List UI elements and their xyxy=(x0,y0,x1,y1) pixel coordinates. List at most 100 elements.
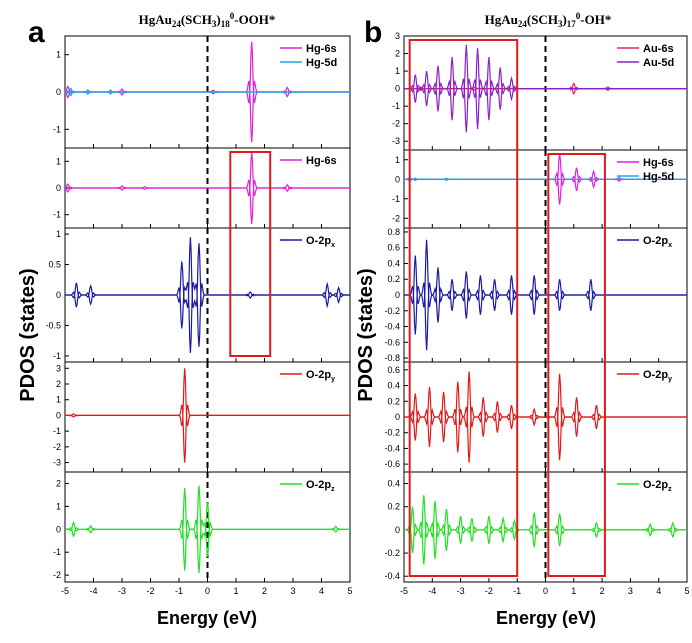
y-tick-label: 1 xyxy=(56,50,61,60)
subplot-2: -1 0 1 Hg-6s xyxy=(53,147,351,229)
y-tick-label: 0 xyxy=(56,87,61,97)
y-tick-label: 0 xyxy=(395,84,400,94)
y-tick-label: 0.4 xyxy=(387,381,400,391)
x-tick-label: -1 xyxy=(175,586,183,596)
y-tick-label: 0 xyxy=(56,410,61,420)
title-a: HgAu24(SCH3)180-OOH* xyxy=(139,11,276,29)
series-line-o-2p-down xyxy=(404,406,687,463)
y-tick-label: -0.5 xyxy=(45,320,61,330)
y-tick-label: 0.8 xyxy=(387,227,400,237)
y-tick-label: 0.6 xyxy=(387,243,400,253)
y-tick-label: 1 xyxy=(56,229,61,239)
legend-label: Hg-6s xyxy=(306,155,337,167)
x-tick-label: 1 xyxy=(233,586,238,596)
series-line-o-2p-down xyxy=(404,282,687,351)
y-tick-label: 3 xyxy=(56,363,61,373)
x-tick-label: 3 xyxy=(628,586,633,596)
y-tick-label: 2 xyxy=(56,478,61,488)
x-tick-label: 4 xyxy=(319,586,324,596)
subplot-1: -3 -2 -1 0 1 2 3 Au-6s Au-5d xyxy=(392,31,688,151)
x-tick-label: -4 xyxy=(428,586,436,596)
x-tick-label: 5 xyxy=(684,586,689,596)
chart-b: -3 -2 -1 0 1 2 3 Au-6s Au-5d -2 -1 0 1 Hg-6s Hg-5d -0.8… xyxy=(384,31,689,596)
series-line-o-2p-down xyxy=(65,519,350,573)
x-tick-label: 0 xyxy=(543,586,548,596)
y-tick-label: 0.4 xyxy=(387,258,400,268)
y-tick-label: -0.4 xyxy=(384,443,400,453)
y-tick-label: -0.6 xyxy=(384,337,400,347)
legend-label: O-2pz xyxy=(643,479,672,493)
legend-label: Hg-6s xyxy=(643,157,674,169)
y-tick-label: -1 xyxy=(53,426,61,436)
legend-label: O-2px xyxy=(643,235,672,249)
y-tick-label: -0.2 xyxy=(384,548,400,558)
y-tick-label: 1 xyxy=(56,156,61,166)
y-tick-label: 1 xyxy=(56,501,61,511)
series-line-hg-6s-down xyxy=(64,179,350,225)
series-line-hg-5d-down xyxy=(404,178,687,182)
series-line-o-2p-down xyxy=(65,404,350,463)
subplot-4: -3 -2 -1 0 1 2 3 O-2py xyxy=(53,361,351,473)
y-tick-label: -3 xyxy=(53,458,61,468)
x-tick-label: -5 xyxy=(400,586,408,596)
subplot-1: -1 0 1 Hg-6s Hg-5d xyxy=(53,35,351,149)
y-tick-label: -0.4 xyxy=(384,322,400,332)
y-tick-label: -0.4 xyxy=(384,571,400,581)
y-tick-label: 0.5 xyxy=(48,260,61,270)
highlight-box-left xyxy=(408,39,519,577)
x-tick-label: 5 xyxy=(347,586,352,596)
y-tick-label: 0 xyxy=(395,525,400,535)
y-tick-label: 3 xyxy=(395,31,400,41)
series-line-o-2p-down xyxy=(65,281,350,353)
legend-label: Au-6s xyxy=(643,43,674,55)
x-tick-label: 4 xyxy=(656,586,661,596)
series-line-au-5d-down xyxy=(404,78,687,133)
highlight-box xyxy=(229,151,272,357)
y-tick-label: 0.6 xyxy=(387,365,400,375)
x-tick-label: 1 xyxy=(571,586,576,596)
legend-label: Au-5d xyxy=(643,57,674,69)
subplot-2: -2 -1 0 1 Hg-6s Hg-5d xyxy=(392,149,688,229)
y-tick-label: 0.2 xyxy=(387,502,400,512)
x-tick-label: 0 xyxy=(205,586,210,596)
y-tick-label: -0.6 xyxy=(384,459,400,469)
y-tick-label: -1 xyxy=(53,124,61,134)
subplot-4: -0.6 -0.4 -0.2 0 0.2 0.4 0.6 O-2py xyxy=(384,361,688,473)
y-tick-label: -2 xyxy=(53,442,61,452)
x-tick-label: 2 xyxy=(262,586,267,596)
x-tick-label: -1 xyxy=(513,586,521,596)
legend-label: Hg-5d xyxy=(643,171,674,183)
x-tick-label: 3 xyxy=(290,586,295,596)
y-axis-label-b: PDOS (states) xyxy=(355,268,377,401)
legend-label: O-2py xyxy=(306,369,335,383)
subplot-5: -0.4 -0.2 0 0.2 0.4 O-2pz xyxy=(384,471,688,583)
y-tick-label: 0 xyxy=(395,290,400,300)
x-tick-label: -5 xyxy=(61,586,69,596)
y-axis-label-a: PDOS (states) xyxy=(17,268,39,401)
highlight-box-right xyxy=(547,153,606,577)
x-tick-label: 2 xyxy=(600,586,605,596)
y-tick-label: -3 xyxy=(392,136,400,146)
y-tick-label: -0.2 xyxy=(384,306,400,316)
x-tick-label: -4 xyxy=(89,586,97,596)
x-tick-label: -2 xyxy=(146,586,154,596)
y-tick-label: -2 xyxy=(392,119,400,129)
x-axis-label-b: Energy (eV) xyxy=(496,608,596,628)
y-tick-label: 1 xyxy=(56,395,61,405)
subplot-3: -1 -0.5 0 0.5 1 O-2px xyxy=(45,227,351,363)
x-tick-label: -3 xyxy=(457,586,465,596)
y-tick-label: 0 xyxy=(56,183,61,193)
y-tick-label: -0.8 xyxy=(384,353,400,363)
y-tick-label: 1 xyxy=(395,155,400,165)
y-tick-label: -1 xyxy=(53,210,61,220)
y-tick-label: -1 xyxy=(53,351,61,361)
legend-label: Hg-5d xyxy=(306,57,337,69)
x-axis-label-a: Energy (eV) xyxy=(157,608,257,628)
y-tick-label: 0.2 xyxy=(387,274,400,284)
y-tick-label: 0.2 xyxy=(387,396,400,406)
y-tick-label: -1 xyxy=(392,194,400,204)
y-tick-label: 0 xyxy=(395,174,400,184)
y-tick-label: -2 xyxy=(392,213,400,223)
y-tick-label: 0 xyxy=(56,524,61,534)
